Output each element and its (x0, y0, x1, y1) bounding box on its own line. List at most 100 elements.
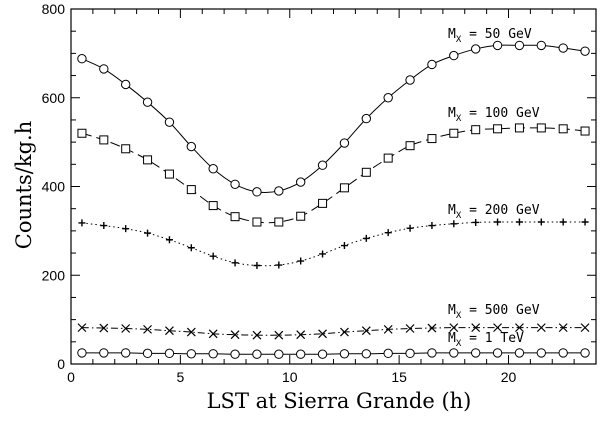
data-point (383, 153, 393, 163)
data-point (470, 348, 481, 358)
series-4 (77, 348, 590, 359)
data-point (295, 349, 306, 359)
x-tick-label: 15 (391, 369, 407, 385)
data-point (186, 349, 197, 359)
data-point (405, 141, 415, 151)
x-tick-label: 20 (501, 369, 517, 385)
data-point (405, 348, 415, 359)
data-point (296, 211, 306, 221)
data-point (406, 224, 414, 232)
data-point (470, 44, 481, 54)
data-point (164, 348, 175, 359)
y-tick-label: 400 (42, 179, 66, 195)
series-label-subscript: X (456, 114, 462, 124)
series-label-subscript: X (456, 311, 462, 321)
y-tick-label: 0 (57, 356, 65, 372)
data-point (514, 348, 525, 358)
series-label-value: = 50 GeV (461, 27, 532, 42)
y-axis-label: Counts/kg.h (12, 121, 36, 249)
series-0 (77, 40, 590, 197)
data-point (514, 40, 525, 51)
data-point (449, 348, 459, 358)
data-point (297, 257, 305, 265)
data-point (494, 218, 502, 226)
data-point (515, 218, 523, 226)
data-point (77, 54, 87, 64)
data-point (492, 40, 503, 51)
data-point (77, 348, 87, 358)
data-point (100, 222, 108, 230)
data-point (275, 261, 283, 269)
data-point (143, 324, 152, 334)
data-point (186, 185, 196, 195)
data-point (581, 218, 589, 226)
data-point (319, 250, 327, 258)
data-point (383, 93, 393, 103)
series-label-symbol: M (448, 203, 456, 218)
series-label: MX = 100 GeV (448, 106, 540, 124)
data-point (121, 324, 131, 333)
data-point (427, 323, 437, 333)
data-point (295, 177, 306, 187)
data-point (231, 259, 239, 267)
data-point (471, 323, 481, 333)
data-point (449, 323, 459, 333)
data-point (318, 198, 328, 208)
data-point (558, 43, 568, 53)
series-label-symbol: M (448, 106, 456, 121)
data-point (208, 329, 218, 339)
data-point (492, 348, 503, 358)
data-point (384, 229, 392, 237)
data-point (559, 218, 567, 226)
data-point (274, 349, 284, 359)
data-point (230, 330, 240, 340)
data-point (317, 349, 328, 359)
data-point (274, 217, 284, 227)
data-point (187, 244, 195, 252)
data-point (296, 330, 306, 340)
data-point (208, 201, 218, 211)
data-point (536, 40, 547, 51)
data-point (536, 123, 546, 133)
data-point (580, 348, 590, 358)
data-point (427, 134, 437, 144)
series-2 (78, 218, 589, 269)
data-point (361, 167, 371, 177)
data-point (164, 117, 175, 127)
data-point (580, 126, 590, 136)
data-point (471, 125, 481, 135)
data-point (361, 113, 372, 124)
data-point (428, 222, 436, 230)
series-line (81, 221, 586, 267)
data-point (99, 64, 109, 74)
data-point (77, 323, 87, 333)
x-tick-label: 0 (67, 369, 75, 385)
data-point (383, 324, 393, 334)
series-1 (77, 123, 590, 227)
series-label-symbol: M (448, 27, 456, 42)
data-point (230, 179, 240, 189)
x-tick-label: 5 (176, 369, 184, 385)
data-point (208, 164, 218, 174)
series-label-subscript: X (456, 211, 462, 221)
series-label: MX = 50 GeV (448, 27, 532, 45)
data-point (449, 50, 459, 61)
data-point (493, 124, 503, 134)
series-label-symbol: M (448, 303, 456, 318)
data-point (514, 123, 524, 133)
series-line (81, 327, 586, 336)
data-point (274, 330, 284, 340)
data-point (164, 169, 174, 179)
data-point (558, 124, 568, 134)
data-point (339, 349, 350, 359)
data-point (383, 348, 393, 359)
y-tick-label: 600 (42, 90, 66, 106)
series-label-subscript: X (456, 339, 462, 349)
data-point (120, 79, 131, 90)
series-label-symbol: M (448, 331, 456, 346)
data-point (580, 323, 590, 333)
